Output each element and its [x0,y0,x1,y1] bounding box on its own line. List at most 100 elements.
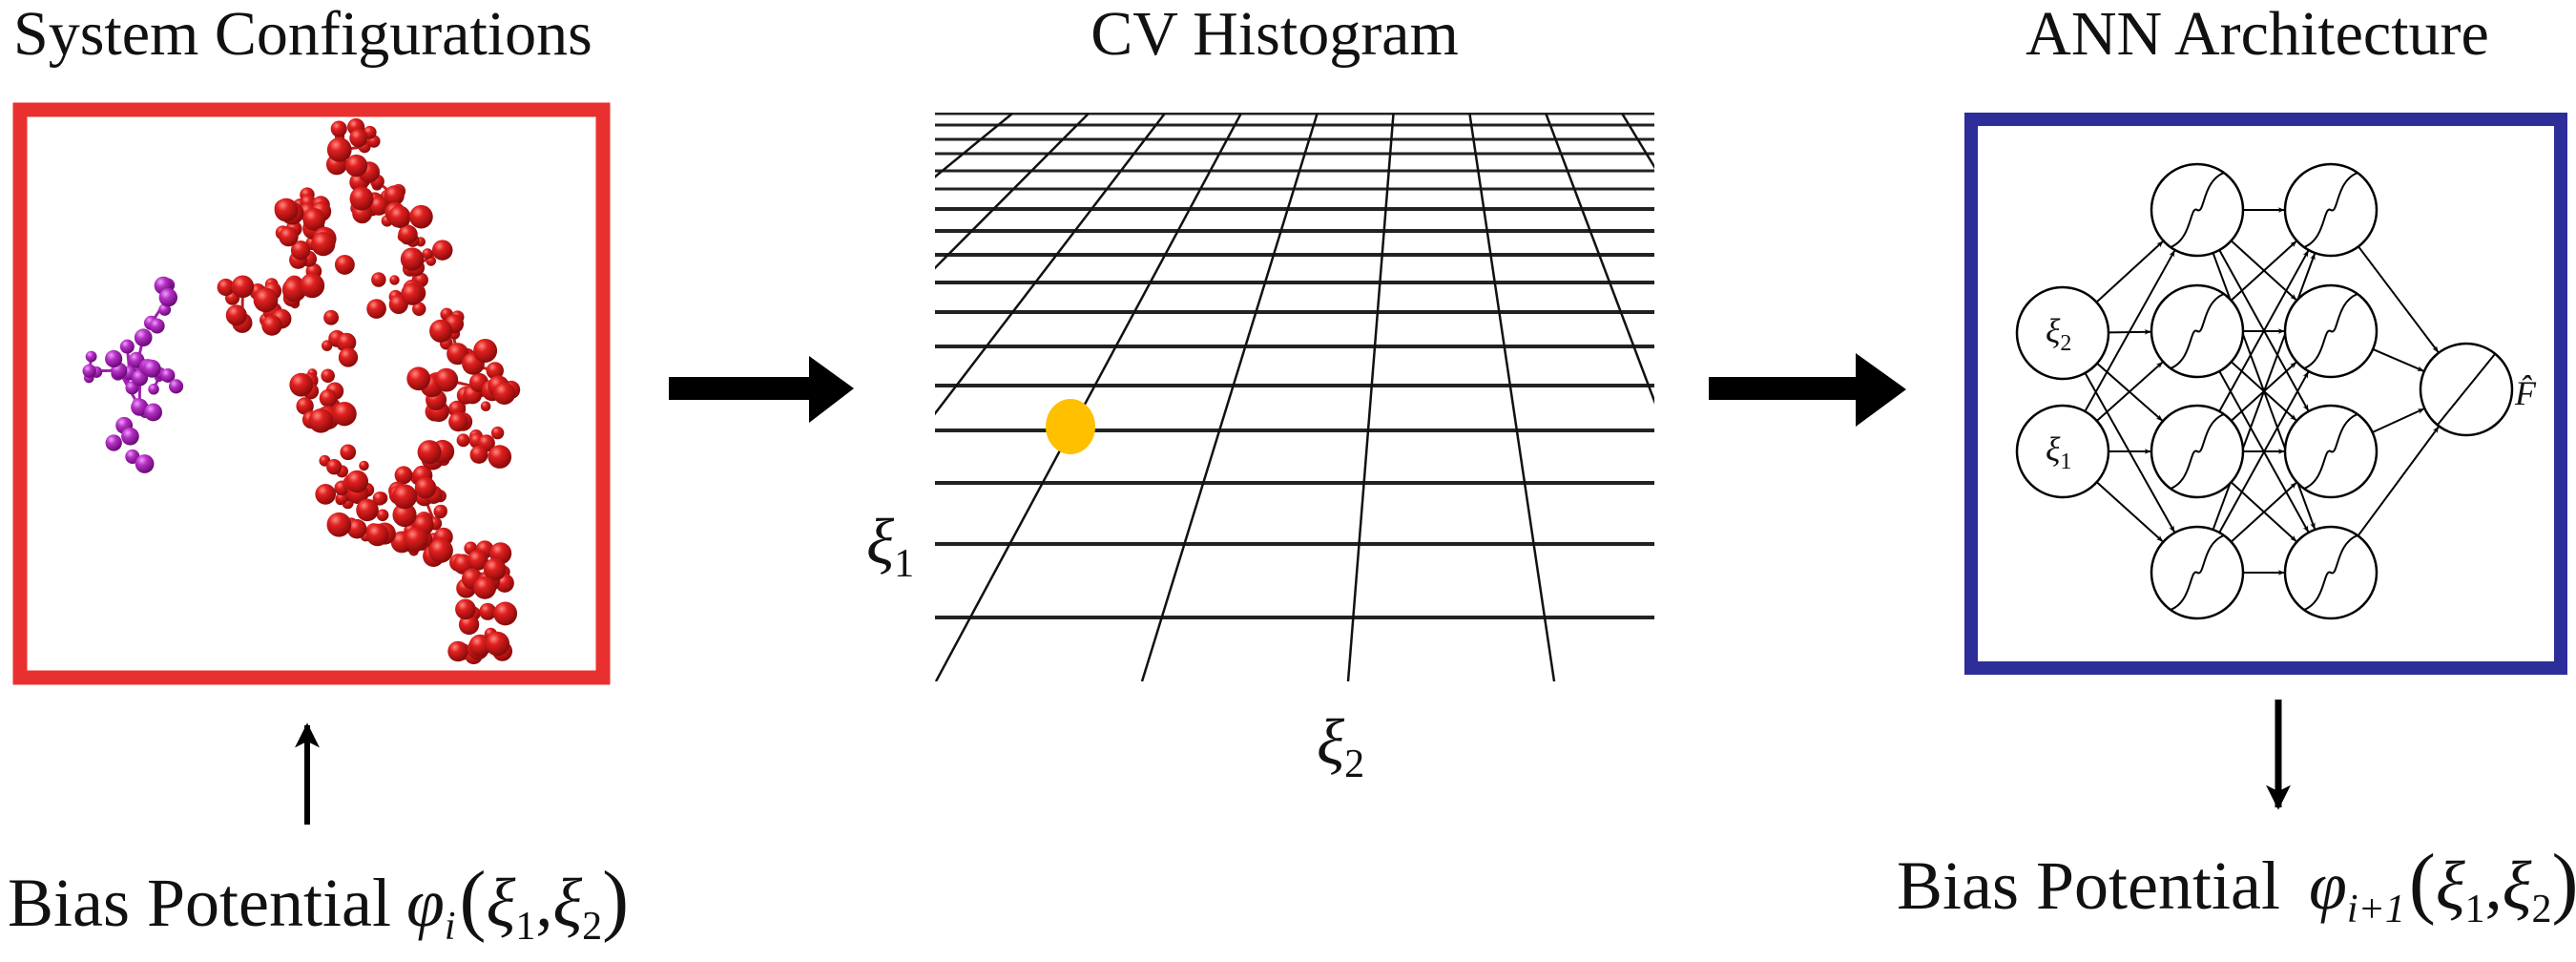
atom [289,372,314,397]
atom [323,309,340,325]
atom [392,484,418,510]
xi1-axis-label: ξ1 [866,505,914,586]
atom [105,349,123,368]
atom [302,207,326,231]
atom [480,401,491,412]
atom [389,275,400,285]
atom [473,576,497,599]
sigmoid-icon [2303,172,2358,248]
ann-edge-arrow [2095,240,2164,303]
atom [365,523,389,547]
atom [279,226,299,247]
ann-nodes: ξ2 ξ1 [2015,162,2514,620]
sigmoid-icon [2303,413,2358,490]
xi2-axis-label: ξ2 [1317,705,1364,786]
atom [119,339,135,354]
input-node-label: ξ1 [2046,430,2071,474]
atom [82,364,96,379]
atom [356,498,379,522]
linear-activation-icon [2437,353,2496,426]
atom [372,491,387,506]
cv-sample-point [1046,399,1095,454]
purple-molecule [82,276,184,473]
atom [398,224,418,245]
atom [414,476,437,499]
atom [456,433,470,448]
input-node [2015,404,2110,499]
atom [326,137,352,162]
configurations-title: System Configurations [13,0,592,69]
atom [458,614,480,636]
bias-potential-output: Bias Potential φi+1(ξ1,ξ2) [1897,838,2576,931]
atom [158,288,178,307]
grid-column-line [1545,113,1654,405]
atom [296,397,314,415]
ann-edge-arrow [2084,250,2176,412]
atom [349,129,368,148]
atom [346,518,367,539]
atom [337,332,357,352]
sigmoid-icon [2170,293,2225,369]
sigmoid-icon [2170,413,2225,490]
bias-potential-input: Bias Potential φi(ξ1,ξ2) [8,855,629,949]
input-node [2015,285,2110,381]
arrow-right-icon [669,356,854,423]
atom [349,186,374,211]
atom [261,315,282,336]
ann-edge-arrow [2230,482,2297,543]
atom [467,550,488,571]
atom [160,367,176,383]
atom [338,347,359,367]
atom [448,411,468,432]
sigmoid-icon [2170,172,2225,248]
atom [368,196,389,216]
atom [468,634,491,658]
atom [131,398,149,416]
cv-histogram-panel: ξ1 ξ2 [866,113,1654,786]
input-node-label: ξ2 [2046,312,2071,356]
ann-edge-arrow [2218,250,2310,412]
atom [217,278,235,297]
atom [121,427,139,446]
ann-title: ANN Architecture [2025,0,2489,69]
grid-column-line [1346,113,1395,681]
atom [135,454,155,473]
atom [409,204,433,229]
atom [485,631,510,657]
ann-edge-arrow [2372,348,2424,372]
ann-panel: ξ2 ξ1 F̂ [1964,113,2567,675]
atom [428,538,453,563]
atom [148,384,159,395]
output-label-f-hat: F̂ [2514,374,2537,412]
atom [388,205,411,228]
grid-column-line [1140,113,1319,681]
atom [253,287,279,313]
atom [340,444,357,461]
atom [334,254,355,275]
arrow-right-icon [1709,353,1906,427]
atom [483,557,507,581]
atom [394,466,413,485]
atom [447,640,468,662]
atom [300,273,325,299]
atom [345,470,369,493]
atom [493,601,518,626]
atom [332,402,357,427]
atom [401,282,424,305]
grid-column-line [935,113,1166,416]
atom [433,504,447,519]
atom [142,359,161,378]
ann-edge-arrow [2096,361,2164,422]
atom [308,408,334,433]
atom [412,302,426,316]
atom [473,338,498,363]
atom [335,491,348,505]
atom [486,362,504,380]
atom [315,484,337,505]
ann-edge-arrow [2218,371,2310,533]
atom [149,318,165,334]
atom [376,509,389,522]
atom [492,382,516,405]
atom [326,459,343,475]
